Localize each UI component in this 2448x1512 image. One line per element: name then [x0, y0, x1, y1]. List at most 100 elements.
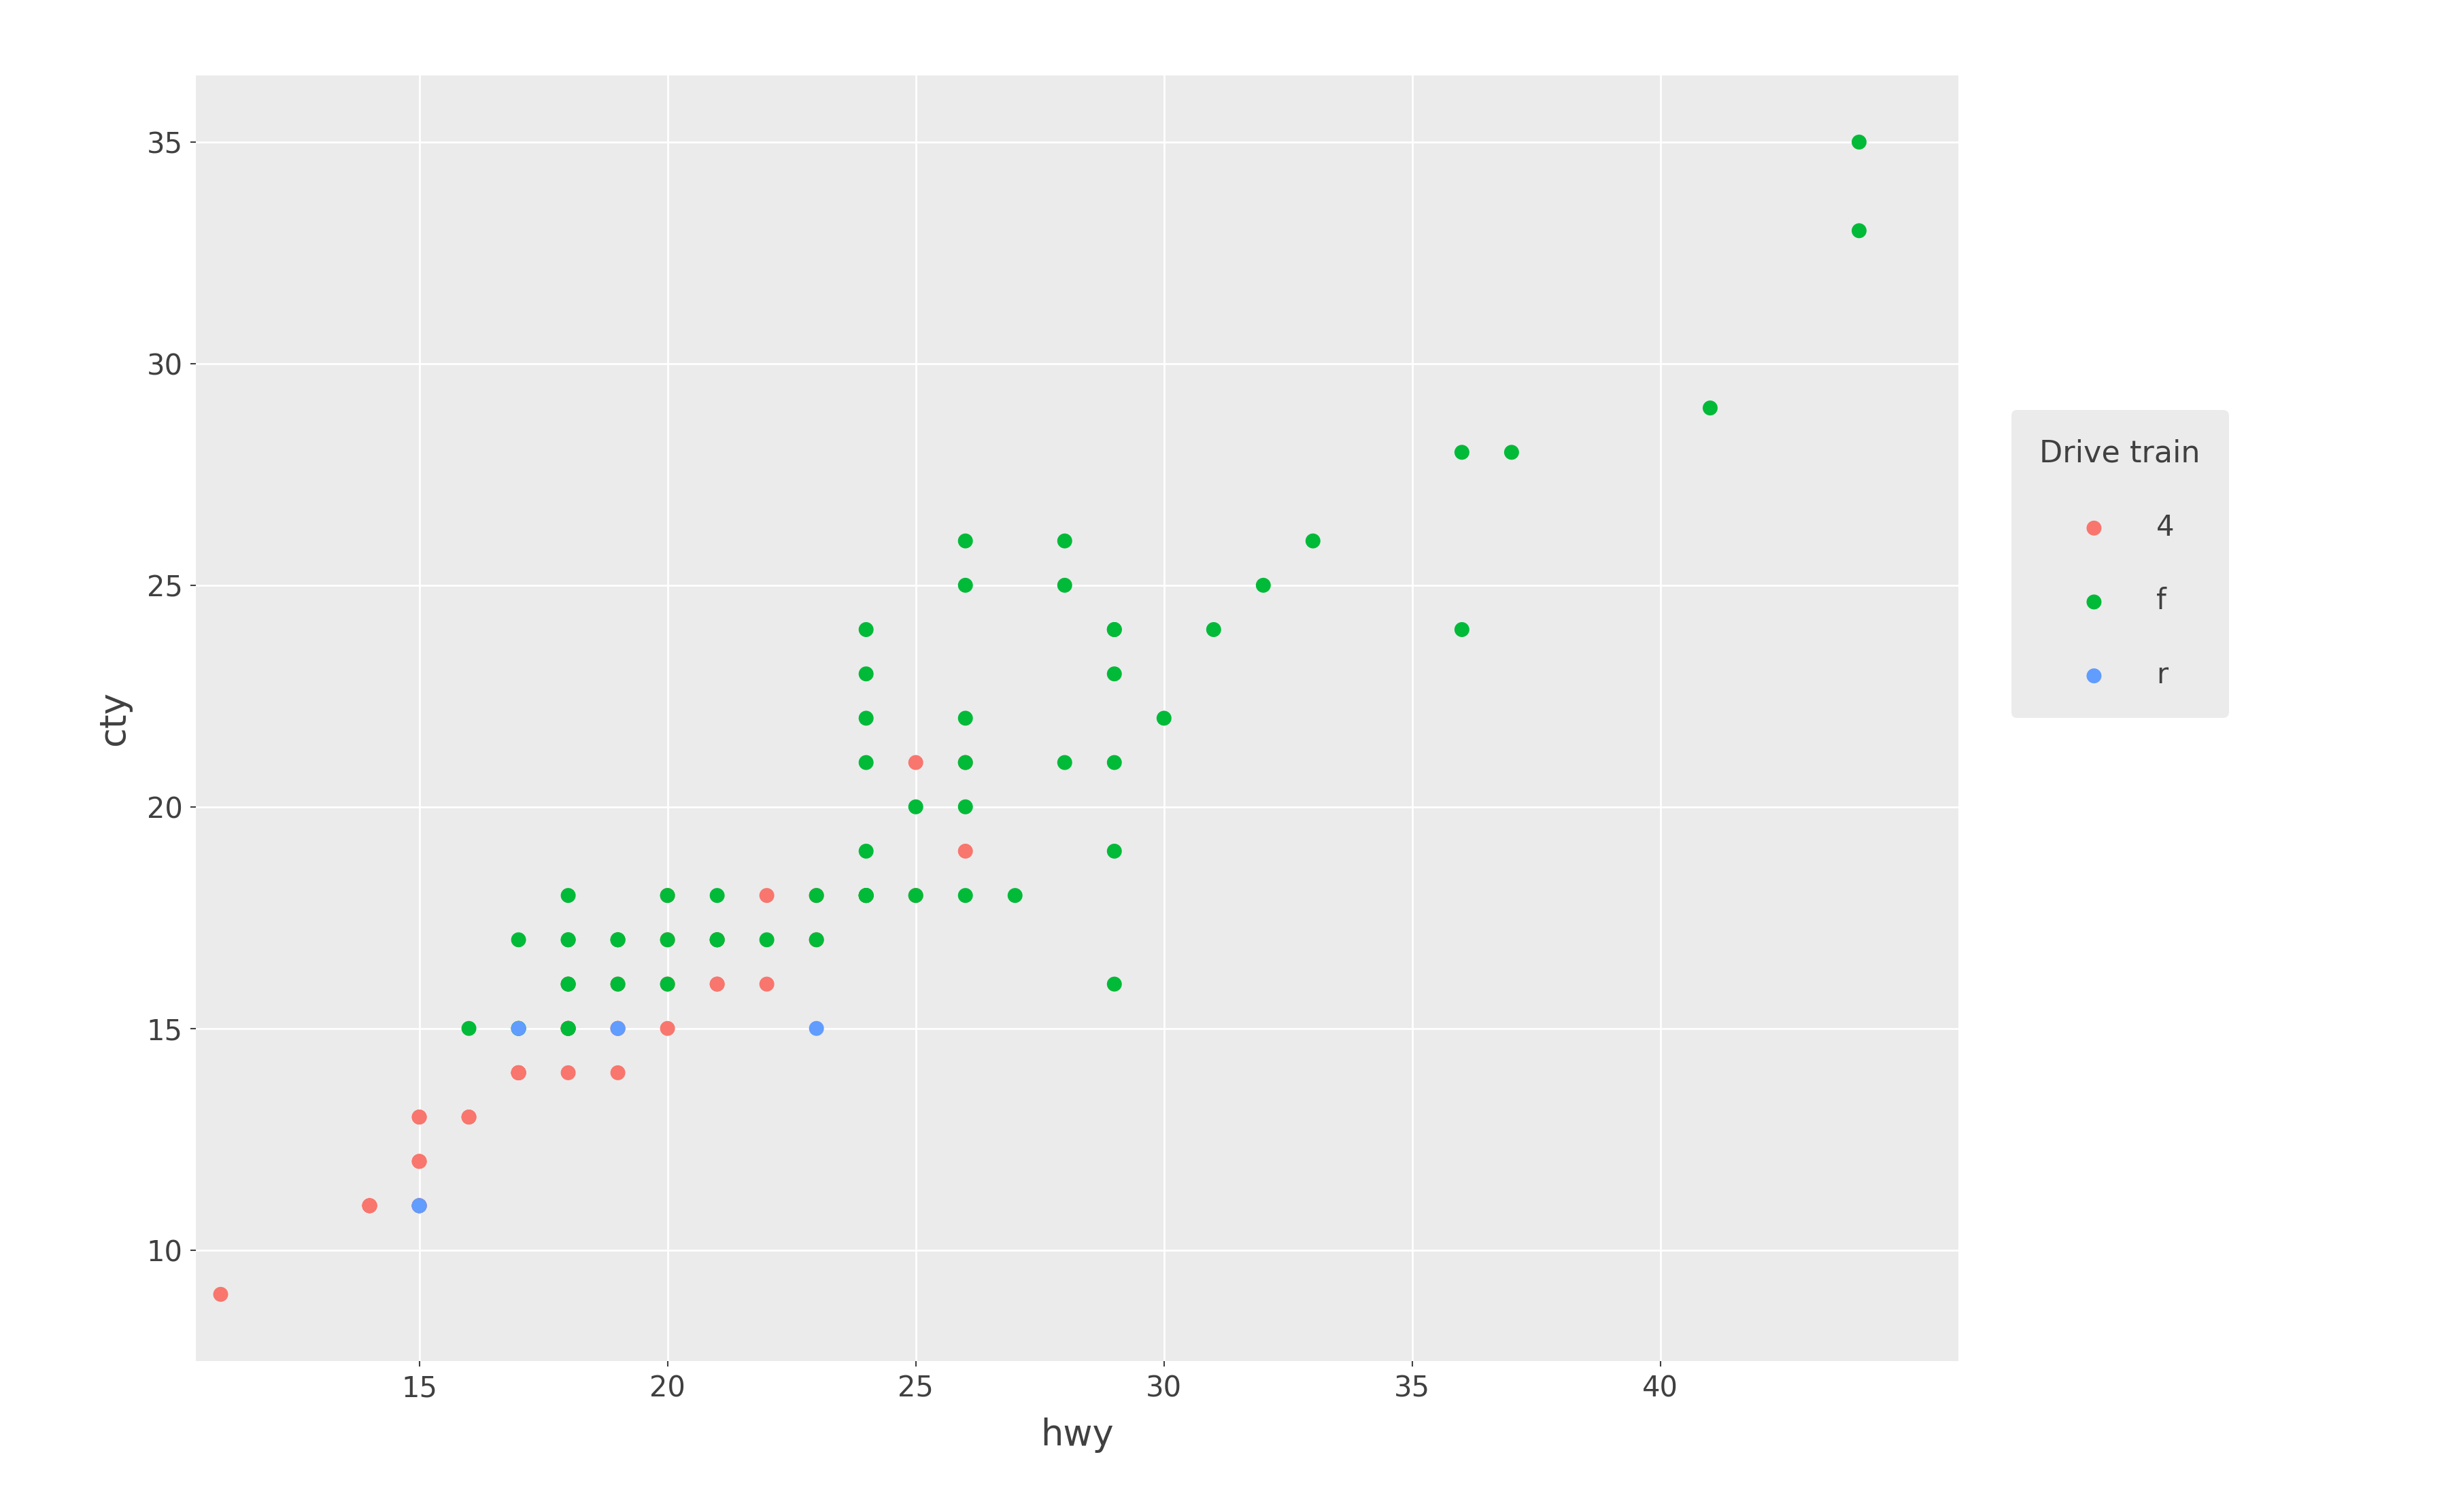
Point	[1094, 839, 1133, 863]
Point	[945, 529, 984, 553]
Point	[499, 928, 539, 953]
Point	[548, 1016, 588, 1040]
Point	[548, 1016, 588, 1040]
Point	[548, 972, 588, 996]
Point	[847, 839, 886, 863]
Point	[698, 928, 737, 953]
Point	[548, 972, 588, 996]
Point	[548, 883, 588, 907]
Point	[1094, 617, 1133, 641]
Point	[1045, 750, 1084, 774]
Point	[698, 972, 737, 996]
Point	[798, 928, 837, 953]
Point	[649, 883, 688, 907]
Point	[399, 1105, 438, 1129]
Point	[499, 1060, 539, 1084]
Point	[499, 1060, 539, 1084]
Point	[548, 928, 588, 953]
Point	[798, 883, 837, 907]
Point	[1195, 617, 1234, 641]
Point	[499, 1016, 539, 1040]
Point	[597, 928, 636, 953]
Point	[399, 1149, 438, 1173]
Point	[548, 1060, 588, 1084]
Point	[1838, 219, 1878, 243]
Point	[597, 1016, 636, 1040]
Point	[499, 1016, 539, 1040]
Point	[945, 839, 984, 863]
Point	[597, 972, 636, 996]
Point	[847, 617, 886, 641]
Point	[649, 928, 688, 953]
Point	[201, 1282, 240, 1306]
Point	[896, 750, 935, 774]
Point	[548, 1016, 588, 1040]
Point	[698, 972, 737, 996]
Point	[698, 928, 737, 953]
Point	[350, 1193, 389, 1217]
Point	[847, 883, 886, 907]
Point	[350, 1193, 389, 1217]
Point	[747, 883, 786, 907]
Point	[548, 972, 588, 996]
Point	[847, 883, 886, 907]
Point	[1143, 706, 1182, 730]
Point	[1045, 573, 1084, 597]
Point	[649, 972, 688, 996]
Point	[1293, 529, 1332, 553]
Point	[597, 928, 636, 953]
Y-axis label: cty: cty	[95, 691, 132, 745]
Point	[945, 750, 984, 774]
Point	[399, 1149, 438, 1173]
Point	[649, 928, 688, 953]
Point	[798, 883, 837, 907]
Point	[597, 1060, 636, 1084]
Point	[698, 928, 737, 953]
Point	[945, 795, 984, 820]
Point	[945, 573, 984, 597]
Point	[1442, 440, 1481, 464]
Point	[698, 928, 737, 953]
Point	[597, 1016, 636, 1040]
Point	[399, 1193, 438, 1217]
Legend: 4, f, r: 4, f, r	[2012, 410, 2228, 718]
Point	[1244, 573, 1283, 597]
Point	[798, 928, 837, 953]
Point	[698, 883, 737, 907]
Point	[399, 1193, 438, 1217]
Point	[1094, 662, 1133, 686]
Point	[945, 883, 984, 907]
Point	[896, 795, 935, 820]
Point	[548, 1016, 588, 1040]
Point	[450, 1016, 490, 1040]
Point	[1692, 396, 1731, 420]
Point	[399, 1105, 438, 1129]
Point	[399, 1193, 438, 1217]
Point	[847, 883, 886, 907]
Point	[499, 1060, 539, 1084]
Point	[499, 1016, 539, 1040]
Point	[847, 883, 886, 907]
Point	[450, 1105, 490, 1129]
Point	[896, 883, 935, 907]
Point	[847, 883, 886, 907]
Point	[1094, 972, 1133, 996]
Point	[399, 1193, 438, 1217]
Point	[847, 662, 886, 686]
Point	[945, 750, 984, 774]
Point	[747, 928, 786, 953]
Point	[1838, 130, 1878, 154]
Point	[649, 972, 688, 996]
Point	[1094, 750, 1133, 774]
Point	[649, 883, 688, 907]
Point	[499, 1060, 539, 1084]
Point	[1491, 440, 1530, 464]
Point	[996, 883, 1036, 907]
X-axis label: hwy: hwy	[1040, 1418, 1114, 1453]
Point	[350, 1193, 389, 1217]
Point	[798, 1016, 837, 1040]
Point	[597, 1016, 636, 1040]
Point	[1094, 617, 1133, 641]
Point	[747, 972, 786, 996]
Point	[649, 1016, 688, 1040]
